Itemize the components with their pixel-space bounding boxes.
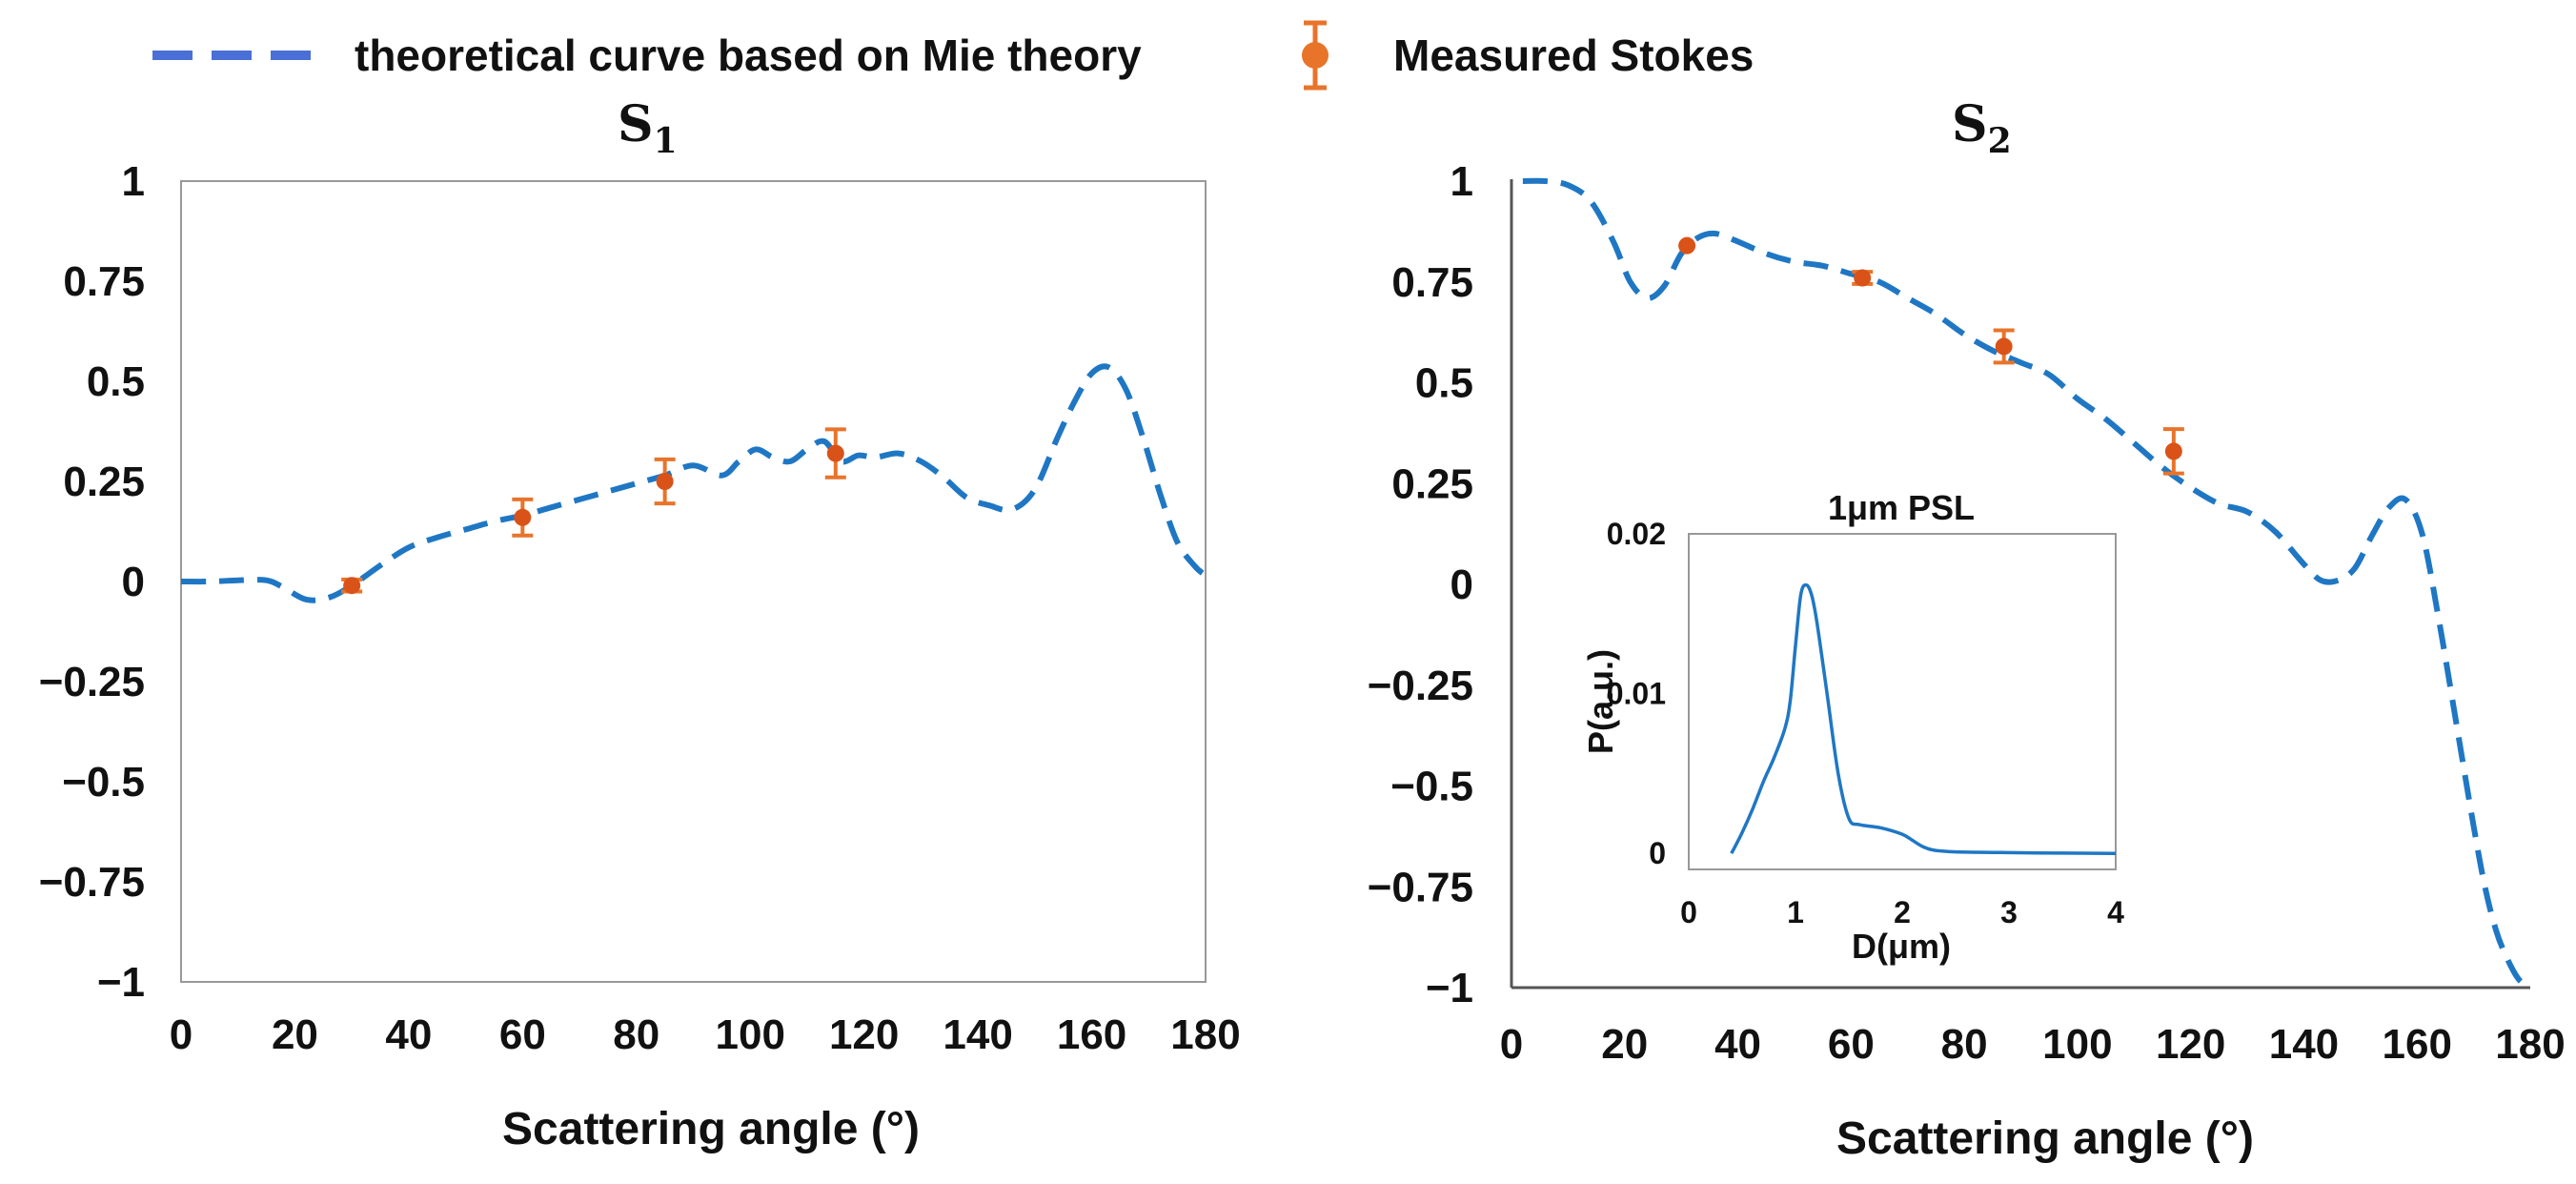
s1-ytick-labels: 1 0.75 0.5 0.25 0 −0.25 −0.5 −0.75 −1: [39, 158, 145, 1006]
s1-xtick-labels: 0 20 40 60 80 100 120 140 160 180: [170, 1011, 1241, 1058]
legend-theory-label: theoretical curve based on Mie theory: [355, 31, 1142, 80]
s1-xtick-label: 80: [613, 1011, 659, 1058]
inset-xtick-label: 0: [1680, 895, 1697, 929]
s2-ytick-labels: 1 0.75 0.5 0.25 0 −0.25 −0.5 −0.75 −1: [1368, 158, 1473, 1011]
inset-xtick-label: 1: [1787, 895, 1804, 929]
s2-title-main: S: [1952, 95, 1988, 153]
s1-ytick-label: 0.25: [63, 459, 145, 505]
inset-xtick-label: 3: [2000, 895, 2018, 929]
inset-y-axis-label: P(a.u.): [1581, 649, 1620, 754]
s1-xtick-label: 0: [170, 1011, 193, 1058]
s1-ytick-label: −0.75: [39, 859, 145, 906]
s2-ytick-label: 0.25: [1391, 460, 1473, 507]
legend: theoretical curve based on Mie theory Me…: [152, 20, 1754, 91]
s1-xtick-label: 40: [385, 1011, 432, 1058]
legend-measured-label: Measured Stokes: [1393, 31, 1754, 80]
s1-ytick-label: −0.25: [39, 659, 145, 705]
s2-x-axis-label: Scattering angle (°): [1836, 1113, 2254, 1164]
inset-frame: [1688, 533, 2117, 870]
s2-xtick-label: 100: [2042, 1021, 2112, 1068]
s1-measured-point: [654, 457, 676, 506]
s2-measured-point: [1993, 328, 2015, 365]
s2-marker: [1854, 269, 1872, 287]
s1-measured-points: [341, 427, 846, 595]
s1-title-main: S: [618, 95, 654, 153]
s1-measured-point: [824, 427, 846, 480]
s1-title: S1: [618, 95, 678, 161]
s2-xtick-label: 80: [1941, 1021, 1988, 1068]
s2-ytick-label: −1: [1426, 965, 1473, 1011]
s2-marker: [2164, 442, 2182, 460]
inset-ytick-labels: 0.02 0.01 0: [1607, 517, 1666, 870]
s2-xtick-label: 60: [1828, 1021, 1875, 1068]
s2-marker: [1678, 236, 1696, 255]
inset-chart: 1μm PSL 0.02 0.01 0 0 1 2 3 4 P(a.u.) D(μm): [1581, 488, 2124, 966]
s2-marker: [1995, 337, 2013, 356]
inset-distribution-curve: [1730, 582, 2117, 855]
s1-x-axis-label: Scattering angle (°): [502, 1104, 920, 1154]
s2-measured-point: [1852, 269, 1874, 287]
s2-ytick-label: −0.5: [1390, 764, 1473, 810]
s2-xtick-labels: 0 20 40 60 80 100 120 140 160 180: [1500, 1021, 2566, 1068]
s2-xtick-label: 20: [1601, 1021, 1648, 1068]
s2-ytick-label: 0: [1450, 561, 1473, 608]
inset-background: [1689, 534, 2116, 869]
s1-xtick-label: 180: [1170, 1011, 1240, 1058]
inset-ytick-label: 0: [1649, 836, 1666, 870]
inset-ytick-label: 0.02: [1607, 517, 1666, 551]
legend-marker-icon: [1302, 42, 1329, 69]
panel-s1: S1 10.750.50.250−0.25−0.5−0.75−1 0 20 40 60…: [39, 95, 1241, 1154]
s1-plot-frame: [180, 180, 1207, 983]
s2-xtick-label: 180: [2495, 1021, 2565, 1068]
panel-s2: S2 10.750.50.250−0.25−0.5−0.75−1 0 20 40 60…: [1368, 95, 2566, 1164]
s2-xtick-label: 0: [1500, 1021, 1523, 1068]
s2-ytick-label: 1: [1450, 158, 1473, 205]
s1-xtick-label: 140: [943, 1011, 1012, 1058]
s1-ytick-label: −0.5: [62, 759, 145, 806]
inset-xtick-label: 2: [1894, 895, 1911, 929]
s1-ytick-label: −1: [97, 959, 145, 1006]
inset-ytick-label: 0.01: [1607, 677, 1666, 711]
s1-theory-curve: [180, 363, 1207, 603]
inset-title: 1μm PSL: [1828, 488, 1975, 527]
s1-measured-point: [512, 497, 534, 538]
inset-x-axis-label: D(μm): [1852, 927, 1951, 966]
s2-ytick-label: −0.75: [1368, 864, 1473, 910]
s1-marker: [656, 473, 674, 490]
s1-xtick-label: 120: [829, 1011, 899, 1058]
s2-xtick-label: 120: [2156, 1021, 2225, 1068]
s2-ytick-label: 0.5: [1415, 360, 1473, 407]
s2-title-subscript: 2: [1988, 121, 2012, 161]
s1-marker: [343, 577, 361, 595]
s2-title: S2: [1952, 95, 2012, 161]
s2-xtick-label: 160: [2383, 1021, 2452, 1068]
s1-title-subscript: 1: [654, 121, 678, 161]
s1-xtick-label: 60: [499, 1011, 546, 1058]
s2-ytick-label: 0.75: [1391, 259, 1473, 306]
legend-measured-marker: [1302, 20, 1329, 91]
s1-marker: [826, 444, 844, 462]
s2-measured-point: [1678, 236, 1696, 255]
s2-theory-curve: [1522, 177, 2532, 990]
inset-xtick-labels: 0 1 2 3 4: [1680, 895, 2124, 929]
s1-measured-point: [341, 577, 363, 595]
inset-xtick-label: 4: [2107, 895, 2124, 929]
s2-xtick-label: 40: [1714, 1021, 1761, 1068]
s1-xtick-label: 100: [716, 1011, 785, 1058]
s1-ytick-label: 0.5: [87, 358, 145, 405]
s1-ytick-label: 0: [122, 559, 145, 605]
s2-measured-points: [1678, 236, 2184, 476]
s1-ytick-label: 0.75: [63, 258, 145, 305]
s1-xtick-label: 160: [1057, 1011, 1126, 1058]
s1-ytick-label: 1: [122, 158, 145, 205]
s1-xtick-label: 20: [272, 1011, 318, 1058]
s2-ytick-label: −0.25: [1368, 663, 1473, 709]
s2-xtick-label: 140: [2269, 1021, 2339, 1068]
s2-measured-point: [2162, 427, 2184, 476]
s1-marker: [514, 508, 532, 526]
